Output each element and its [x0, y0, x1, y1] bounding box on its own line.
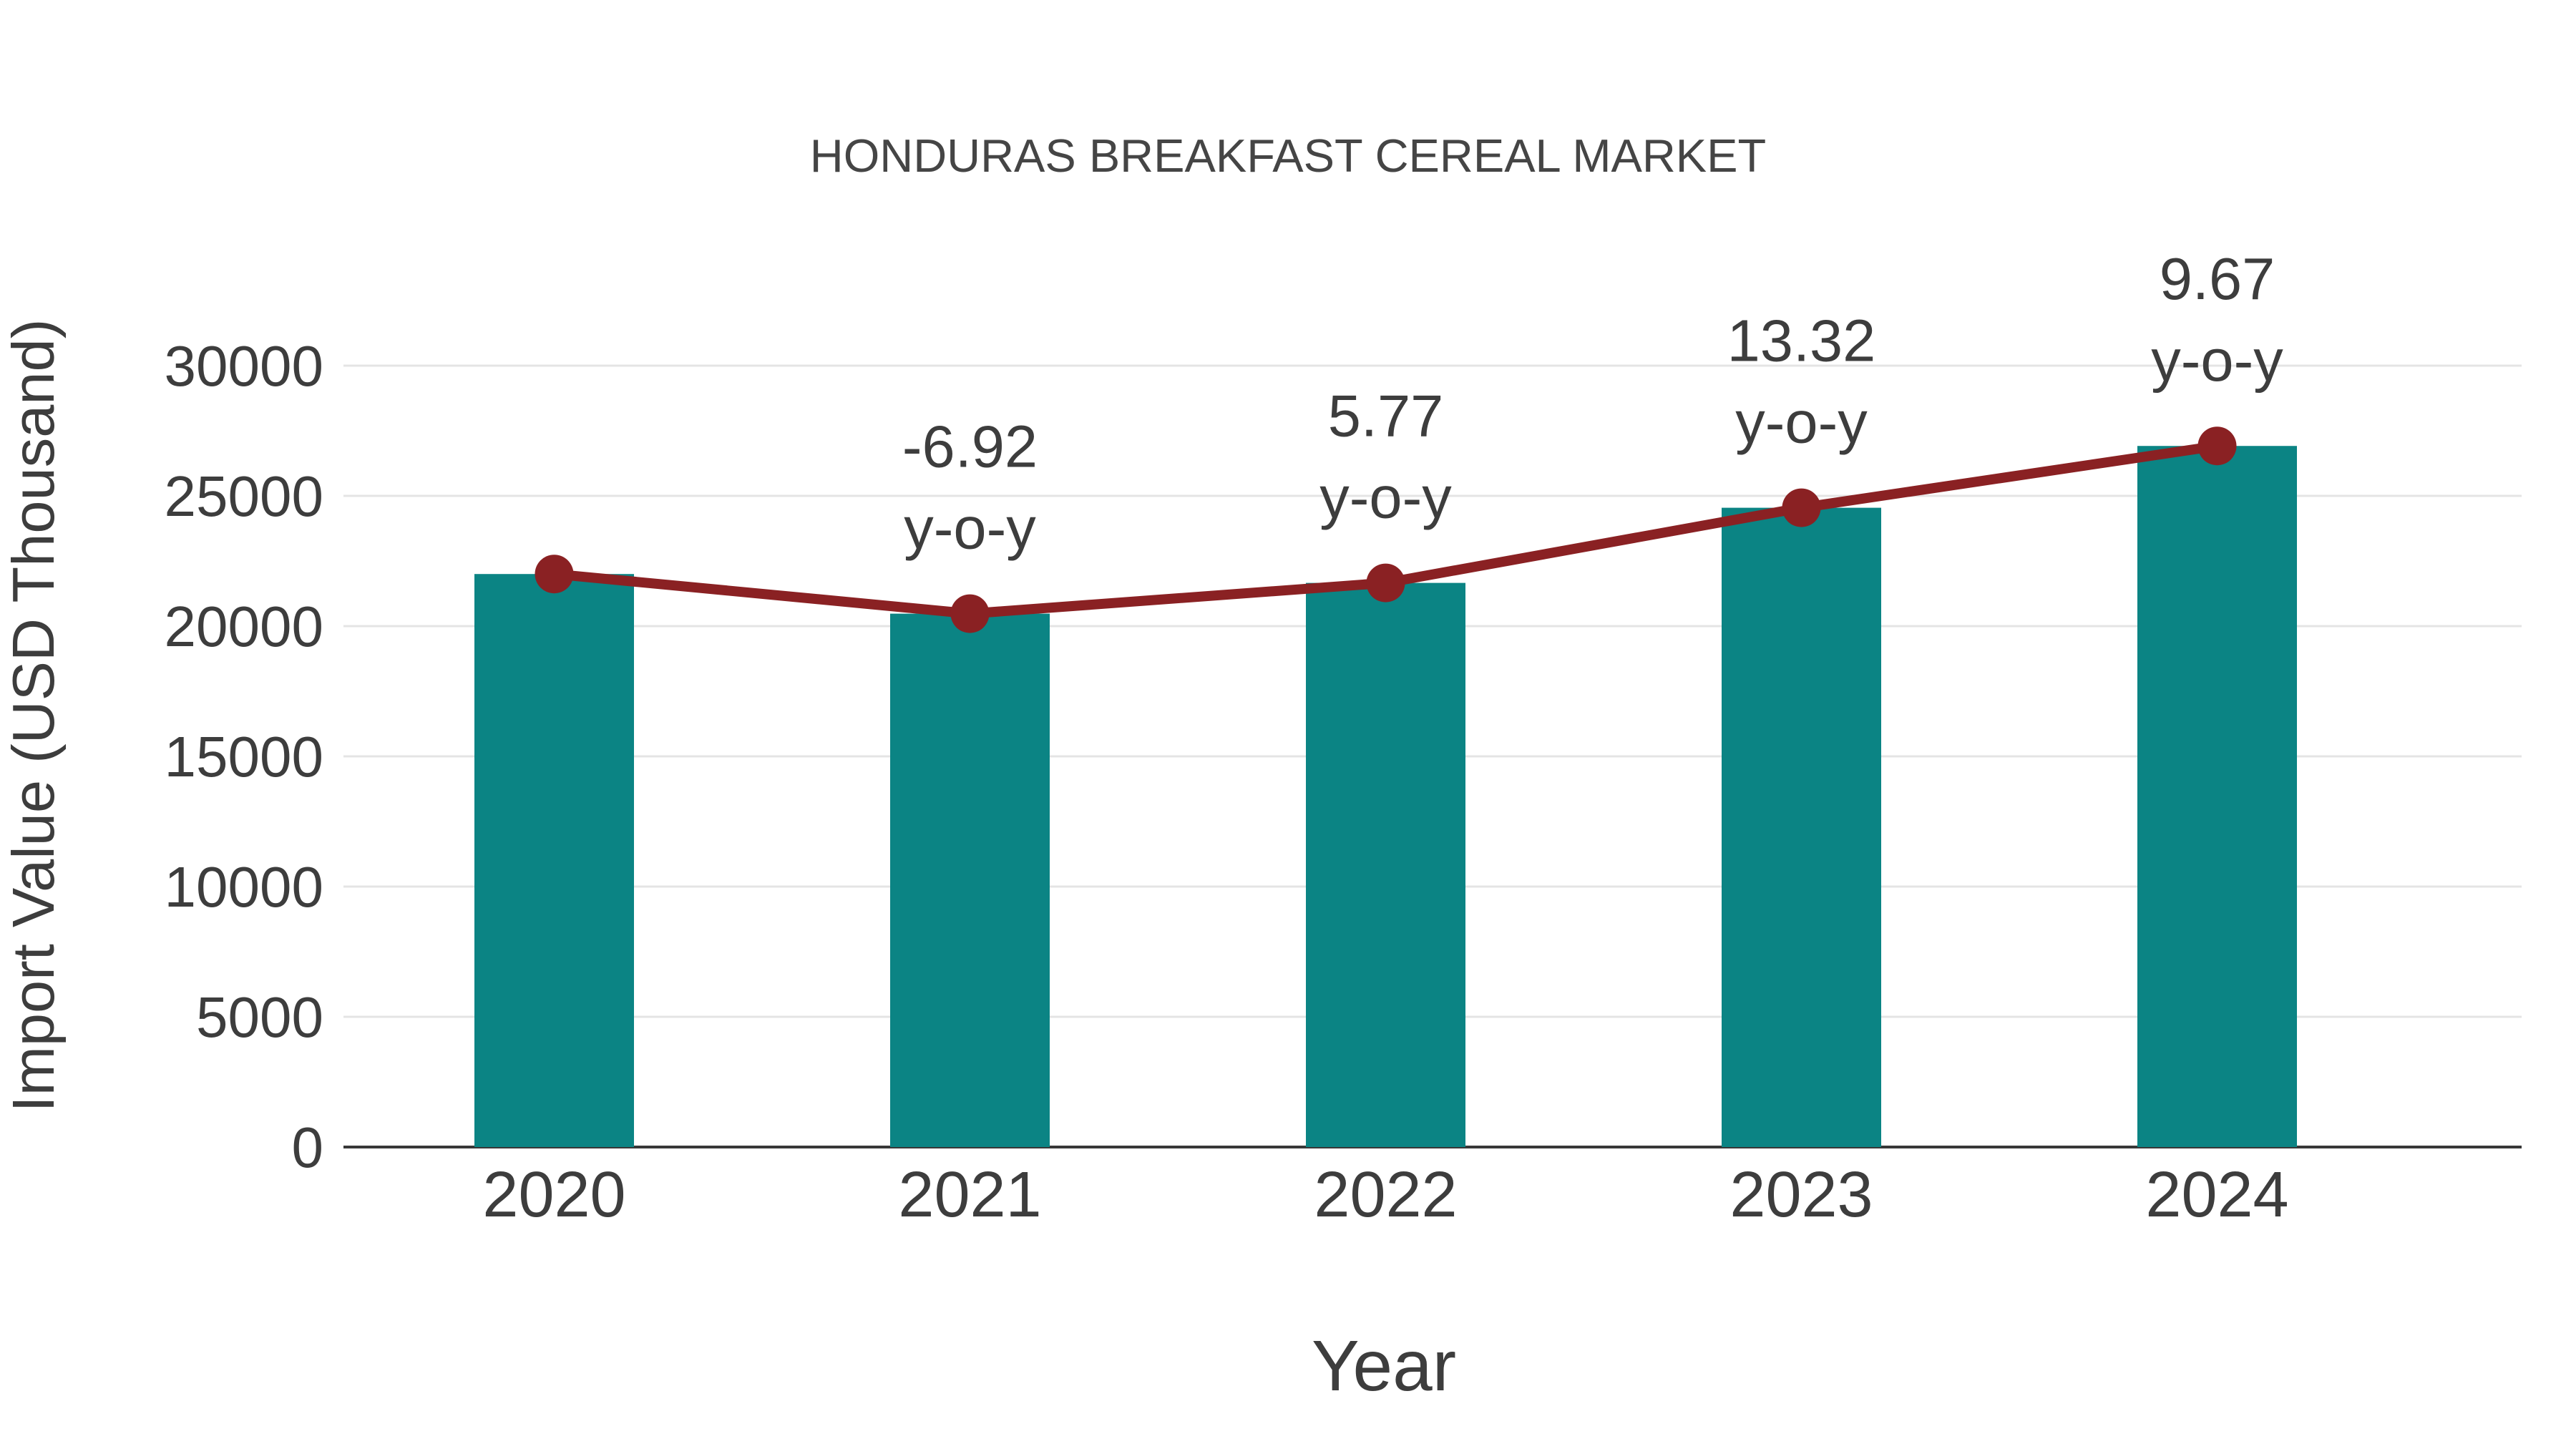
y-tick-label-30000: 30000: [165, 334, 323, 398]
bar-2023[interactable]: [1722, 507, 1881, 1147]
line-marker-2024[interactable]: [2197, 426, 2237, 466]
yoy-annotation-2024: 9.67 y-o-y: [2151, 245, 2283, 394]
labels-layer: 0 5000 10000 15000 20000 25000 30000 2020 2021 20…: [165, 334, 2289, 1231]
yoy-value-2022: 5.77: [1328, 383, 1444, 449]
yoy-value-2023: 13.32: [1727, 308, 1876, 374]
line-marker-2020[interactable]: [535, 555, 574, 594]
x-tick-label-2024: 2024: [2145, 1159, 2288, 1231]
bars-layer: [474, 446, 2297, 1147]
y-axis-title: Import Value (USD Thousand): [0, 319, 67, 1113]
x-tick-label-2022: 2022: [1314, 1159, 1457, 1231]
line-layer: [535, 426, 2237, 633]
yoy-annotation-2021: -6.92 y-o-y: [902, 414, 1038, 562]
x-tick-label-2020: 2020: [482, 1159, 625, 1231]
y-tick-label-15000: 15000: [165, 725, 323, 789]
y-tick-label-10000: 10000: [165, 855, 323, 919]
line-marker-2021[interactable]: [950, 594, 990, 633]
line-marker-2022[interactable]: [1366, 563, 1405, 602]
yoy-value-2024: 9.67: [2160, 245, 2275, 312]
yoy-value-2021: -6.92: [902, 414, 1038, 480]
bar-2024[interactable]: [2137, 446, 2297, 1147]
bar-2021[interactable]: [890, 613, 1050, 1147]
x-axis-title: Year: [1312, 1326, 1456, 1406]
x-tick-label-2023: 2023: [1729, 1159, 1873, 1231]
bar-2022[interactable]: [1306, 582, 1465, 1147]
annotations-layer: -6.92 y-o-y 5.77 y-o-y 13.32 y-o-y 9.67 y-o-y: [902, 245, 2283, 561]
y-tick-label-20000: 20000: [165, 595, 323, 658]
yoy-suffix-2024: y-o-y: [2151, 327, 2283, 394]
y-tick-label-5000: 5000: [196, 985, 323, 1049]
yoy-annotation-2023: 13.32 y-o-y: [1727, 308, 1876, 456]
yoy-suffix-2021: y-o-y: [904, 495, 1036, 562]
yoy-suffix-2022: y-o-y: [1319, 464, 1452, 531]
y-tick-label-25000: 25000: [165, 464, 323, 528]
yoy-annotation-2022: 5.77 y-o-y: [1319, 383, 1452, 531]
x-tick-label-2021: 2021: [898, 1159, 1041, 1231]
yoy-suffix-2023: y-o-y: [1735, 389, 1868, 456]
line-marker-2023[interactable]: [1782, 488, 1821, 527]
bar-2020[interactable]: [474, 574, 634, 1147]
y-tick-label-0: 0: [292, 1116, 324, 1179]
chart-title: HONDURAS BREAKFAST CEREAL MARKET: [810, 130, 1766, 182]
